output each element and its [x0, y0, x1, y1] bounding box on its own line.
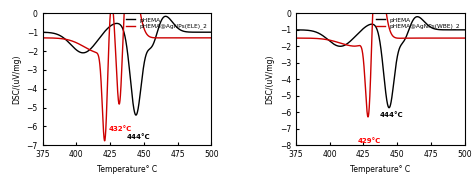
pHEMA@AgNPs(WBE)_2: [365, 116, 371, 118]
pHEMA: [426, 25, 432, 27]
pHEMA@AgNPs(ELE)_2: [204, 37, 210, 39]
pHEMA: [48, 32, 54, 34]
pHEMA@AgNPs(WBE)_2: [457, 37, 463, 39]
Legend: pHEMA, pHEMA@AgNPs(ELE)_2: pHEMA, pHEMA@AgNPs(ELE)_2: [125, 16, 209, 31]
pHEMA: [173, 25, 179, 27]
pHEMA@AgNPs(WBE)_2: [457, 37, 463, 39]
pHEMA@AgNPs(ELE)_2: [209, 37, 214, 39]
pHEMA: [414, 15, 420, 18]
Line: pHEMA@AgNPs(ELE)_2: pHEMA@AgNPs(ELE)_2: [43, 0, 211, 141]
Text: 432°C: 432°C: [109, 126, 132, 132]
pHEMA: [457, 29, 463, 31]
pHEMA: [118, 24, 123, 26]
pHEMA: [293, 29, 299, 31]
pHEMA: [301, 29, 307, 31]
pHEMA@AgNPs(ELE)_2: [118, 96, 123, 98]
pHEMA: [457, 29, 463, 31]
X-axis label: Temperature° C: Temperature° C: [97, 165, 157, 174]
pHEMA@AgNPs(WBE)_2: [293, 37, 299, 39]
pHEMA: [204, 31, 210, 33]
Line: pHEMA: pHEMA: [296, 17, 465, 108]
pHEMA: [163, 15, 168, 17]
Line: pHEMA: pHEMA: [43, 16, 211, 115]
pHEMA: [386, 107, 392, 109]
pHEMA@AgNPs(ELE)_2: [204, 37, 210, 39]
pHEMA@AgNPs(ELE)_2: [102, 140, 108, 142]
Line: pHEMA@AgNPs(WBE)_2: pHEMA@AgNPs(WBE)_2: [296, 0, 465, 117]
pHEMA@AgNPs(ELE)_2: [40, 37, 46, 39]
Text: 429°C: 429°C: [358, 138, 381, 144]
X-axis label: Temperature° C: Temperature° C: [350, 165, 410, 174]
Legend: pHEMA, pHEMA@AgNPs(WBE)_2: pHEMA, pHEMA@AgNPs(WBE)_2: [375, 16, 462, 31]
Text: 444°C: 444°C: [380, 112, 403, 118]
Text: 444°C: 444°C: [127, 134, 150, 140]
pHEMA: [462, 29, 467, 31]
pHEMA@AgNPs(WBE)_2: [426, 37, 432, 39]
pHEMA: [204, 31, 210, 33]
pHEMA: [122, 34, 128, 36]
Y-axis label: DSC/(uV/mg): DSC/(uV/mg): [12, 54, 21, 104]
Y-axis label: DSC/(uV/mg): DSC/(uV/mg): [265, 54, 274, 104]
pHEMA: [209, 31, 214, 33]
pHEMA: [40, 31, 46, 33]
pHEMA@AgNPs(ELE)_2: [48, 37, 54, 39]
pHEMA@AgNPs(ELE)_2: [173, 37, 179, 39]
pHEMA@AgNPs(WBE)_2: [301, 37, 307, 39]
pHEMA: [371, 23, 376, 26]
pHEMA: [375, 31, 381, 33]
pHEMA@AgNPs(ELE)_2: [122, 1, 128, 3]
pHEMA@AgNPs(WBE)_2: [462, 37, 467, 39]
pHEMA: [133, 114, 139, 116]
